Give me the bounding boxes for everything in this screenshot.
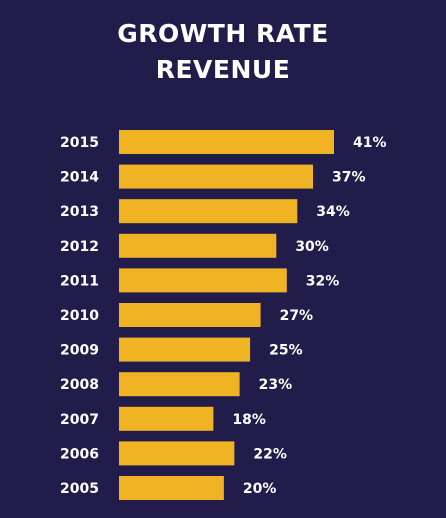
value-label-2010: 27% <box>280 308 314 324</box>
bar-2006 <box>119 441 235 466</box>
value-label-2013: 34% <box>316 204 350 220</box>
category-label-2014: 2014 <box>60 170 99 186</box>
category-label-2007: 2007 <box>60 412 99 428</box>
category-label-2010: 2010 <box>60 308 99 324</box>
bar-2013 <box>119 199 298 224</box>
bar-2008 <box>119 372 240 397</box>
category-label-2013: 2013 <box>60 204 99 220</box>
category-label-2008: 2008 <box>60 377 99 393</box>
bar-2007 <box>119 406 214 431</box>
value-label-2006: 22% <box>253 446 287 462</box>
value-label-2009: 25% <box>269 343 303 359</box>
bar-2012 <box>119 233 277 258</box>
bar-2009 <box>119 337 251 362</box>
bar-2015 <box>119 130 334 154</box>
bar-2014 <box>119 164 314 189</box>
category-label-2015: 2015 <box>60 135 99 151</box>
value-label-2007: 18% <box>232 412 266 428</box>
category-label-2005: 2005 <box>60 481 99 497</box>
chart-title-line-1: GROWTH RATE <box>117 19 329 48</box>
value-label-2008: 23% <box>259 377 293 393</box>
bar-2011 <box>119 268 287 293</box>
chart-title-line-2: REVENUE <box>155 55 291 84</box>
value-label-2011: 32% <box>306 273 340 289</box>
category-label-2012: 2012 <box>60 239 99 255</box>
category-label-2011: 2011 <box>60 273 99 289</box>
value-label-2014: 37% <box>332 170 366 186</box>
category-label-2009: 2009 <box>60 343 99 359</box>
value-label-2012: 30% <box>295 239 329 255</box>
category-label-2006: 2006 <box>60 446 99 462</box>
value-label-2015: 41% <box>353 135 387 151</box>
bar-2010 <box>119 303 261 327</box>
bar-2005 <box>119 476 224 500</box>
value-label-2005: 20% <box>243 481 277 497</box>
